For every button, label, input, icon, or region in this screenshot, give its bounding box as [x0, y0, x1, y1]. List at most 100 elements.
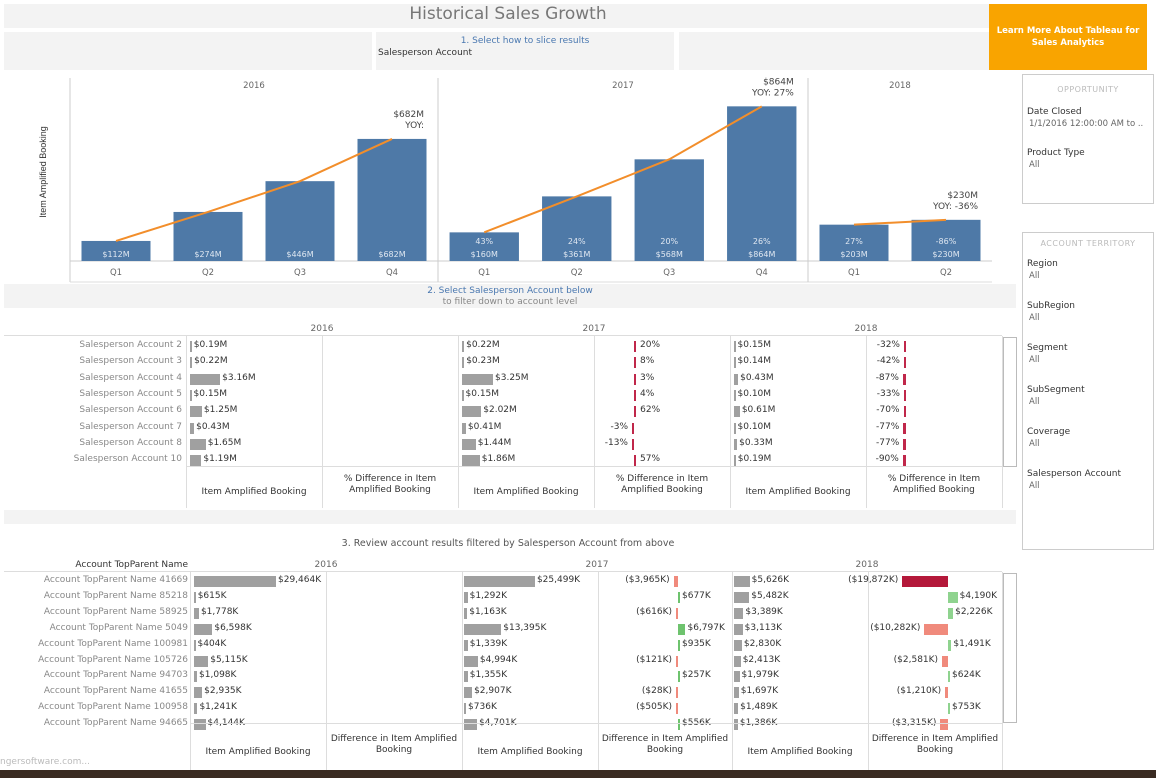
pct-diff-bar[interactable]	[902, 373, 906, 385]
diff-bar[interactable]	[678, 591, 680, 603]
diff-bar[interactable]	[678, 623, 686, 635]
diff-bar[interactable]	[924, 623, 948, 635]
account-row-label[interactable]: Account TopParent Name 41669	[43, 575, 188, 585]
pct-diff-bar[interactable]	[904, 389, 906, 401]
booking-bar[interactable]	[734, 687, 739, 699]
filter-value[interactable]: All	[1029, 439, 1040, 449]
diff-bar[interactable]	[673, 576, 678, 587]
account-row-label[interactable]: Account TopParent Name 94665	[43, 718, 188, 729]
booking-bar[interactable]	[190, 373, 221, 385]
filter-value[interactable]: All	[1029, 313, 1040, 323]
booking-bar[interactable]	[734, 703, 739, 715]
booking-bar[interactable]	[462, 455, 480, 467]
diff-bar[interactable]	[678, 639, 680, 651]
diff-bar[interactable]	[676, 607, 678, 619]
diff-bar[interactable]	[948, 703, 950, 715]
pct-diff-bar[interactable]	[903, 406, 906, 418]
salesperson-row-label[interactable]: Salesperson Account 3	[79, 356, 182, 367]
booking-bar[interactable]	[734, 719, 738, 731]
salesperson-row-label[interactable]: Salesperson Account 10	[73, 454, 182, 465]
booking-bar[interactable]	[190, 357, 193, 369]
booking-bar[interactable]	[464, 703, 467, 715]
diff-bar[interactable]	[948, 607, 954, 619]
booking-bar[interactable]	[734, 455, 736, 467]
learn-more-button[interactable]: Learn More About Tableau for Sales Analy…	[989, 4, 1147, 70]
booking-bar[interactable]	[190, 455, 202, 467]
diff-bar[interactable]	[940, 719, 948, 731]
filter-value[interactable]: All	[1029, 271, 1040, 281]
booking-bar[interactable]	[734, 357, 736, 369]
booking-bar[interactable]	[194, 671, 198, 683]
booking-bar[interactable]	[464, 623, 502, 635]
booking-bar[interactable]	[194, 719, 206, 731]
booking-bar[interactable]	[194, 607, 199, 619]
salesperson-row-label[interactable]: Salesperson Account 4	[79, 372, 182, 383]
booking-bar[interactable]	[190, 422, 195, 434]
booking-bar[interactable]	[190, 341, 192, 352]
booking-bar[interactable]	[734, 373, 739, 385]
booking-bar[interactable]	[734, 422, 736, 434]
booking-bar[interactable]	[194, 687, 203, 699]
booking-bar[interactable]	[734, 639, 742, 651]
filter-value[interactable]: 1/1/2016 12:00:00 AM to ..	[1029, 119, 1144, 129]
pct-diff-bar[interactable]	[634, 406, 637, 418]
booking-bar[interactable]	[464, 639, 468, 651]
booking-bar[interactable]	[190, 406, 202, 418]
account-row-label[interactable]: Account TopParent Name 105726	[38, 654, 188, 665]
salesperson-row-label[interactable]: Salesperson Account 2	[79, 340, 182, 350]
booking-bar[interactable]	[194, 591, 196, 603]
booking-bar[interactable]	[462, 373, 493, 385]
booking-bar[interactable]	[734, 406, 740, 418]
booking-bar[interactable]	[734, 607, 744, 619]
booking-bar[interactable]	[464, 687, 473, 699]
booking-bar[interactable]	[462, 422, 466, 434]
pct-diff-bar[interactable]	[903, 438, 906, 450]
account-row-label[interactable]: Account TopParent Name 100981	[38, 638, 188, 649]
slice-value[interactable]: Salesperson Account	[378, 48, 473, 58]
pct-diff-bar[interactable]	[903, 422, 906, 434]
booking-bar[interactable]	[734, 341, 736, 352]
booking-bar[interactable]	[464, 576, 535, 587]
booking-bar[interactable]	[734, 655, 741, 667]
account-row-label[interactable]: Account TopParent Name 41655	[43, 686, 188, 697]
pct-diff-bar[interactable]	[904, 357, 906, 369]
account-row-label[interactable]: Account TopParent Name 85218	[43, 590, 188, 601]
account-row-label[interactable]: Account TopParent Name 5049	[49, 622, 188, 633]
booking-bar[interactable]	[464, 719, 478, 731]
diff-bar[interactable]	[676, 687, 678, 699]
pct-diff-bar[interactable]	[904, 341, 906, 352]
booking-bar[interactable]	[194, 623, 213, 635]
diff-bar[interactable]	[945, 687, 948, 699]
booking-bar[interactable]	[194, 655, 209, 667]
account-row-label[interactable]: Account TopParent Name 58925	[43, 606, 188, 617]
pct-diff-bar[interactable]	[632, 422, 634, 434]
booking-bar[interactable]	[464, 591, 468, 603]
booking-bar[interactable]	[190, 389, 192, 401]
account-row-label[interactable]: Account TopParent Name 94703	[43, 670, 188, 681]
salesperson-row-label[interactable]: Salesperson Account 5	[79, 388, 182, 399]
salesperson-row-label[interactable]: Salesperson Account 7	[79, 421, 182, 432]
pct-diff-bar[interactable]	[634, 341, 636, 352]
booking-bar[interactable]	[734, 671, 740, 683]
diff-bar[interactable]	[676, 703, 678, 715]
diff-bar[interactable]	[942, 655, 948, 667]
booking-bar[interactable]	[194, 703, 198, 715]
diff-bar[interactable]	[678, 671, 680, 683]
booking-bar[interactable]	[190, 438, 206, 450]
salesperson-scrollbar[interactable]	[1003, 337, 1017, 467]
account-scrollbar[interactable]	[1003, 573, 1017, 723]
booking-bar[interactable]	[734, 591, 750, 603]
pct-diff-bar[interactable]	[634, 357, 636, 369]
salesperson-row-label[interactable]: Salesperson Account 6	[79, 405, 182, 416]
slice-selector[interactable]: 1. Select how to slice results Salespers…	[376, 32, 674, 70]
filter-value[interactable]: All	[1029, 160, 1040, 170]
pct-diff-bar[interactable]	[634, 455, 636, 467]
booking-bar[interactable]	[734, 389, 736, 401]
diff-bar[interactable]	[902, 576, 948, 587]
filter-value[interactable]: All	[1029, 481, 1040, 491]
booking-bar[interactable]	[464, 655, 478, 667]
booking-bar[interactable]	[464, 607, 468, 619]
booking-bar[interactable]	[462, 438, 476, 450]
diff-bar[interactable]	[948, 671, 950, 683]
account-row-label[interactable]: Account TopParent Name 100958	[38, 702, 188, 713]
